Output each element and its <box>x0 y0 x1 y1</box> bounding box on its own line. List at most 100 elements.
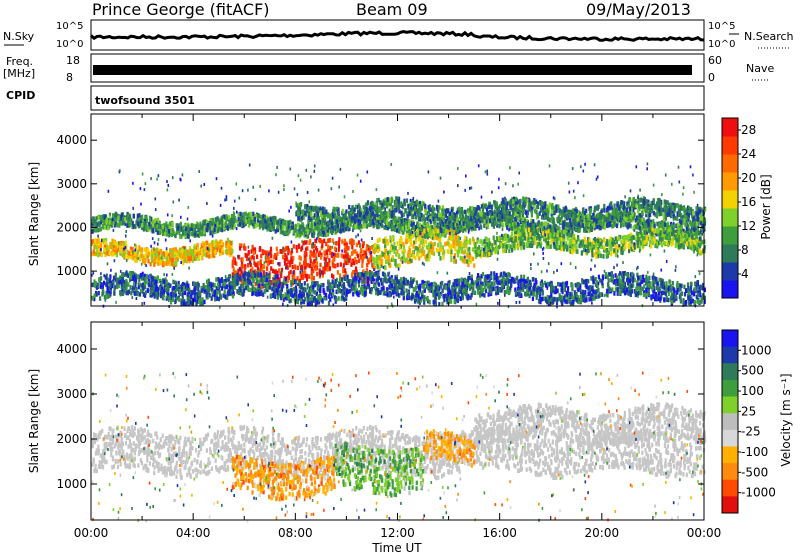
power-cell <box>697 231 700 236</box>
power-cell <box>318 237 321 243</box>
power-cell <box>99 249 102 254</box>
power-cell <box>144 257 147 262</box>
power-cell <box>257 222 260 227</box>
power-cell <box>651 231 654 236</box>
power-cell <box>664 235 667 240</box>
power-cell <box>377 220 380 225</box>
power-cell <box>179 234 182 240</box>
power-cell <box>665 232 668 237</box>
power-cell <box>690 237 693 242</box>
power-cell <box>177 226 180 231</box>
power-cell <box>143 221 146 226</box>
power-cell <box>647 209 650 214</box>
power-cell <box>364 251 367 256</box>
power-cell <box>491 222 494 227</box>
power-cell <box>338 226 341 231</box>
power-cell <box>606 253 610 258</box>
power-cell <box>171 221 174 227</box>
power-cell <box>630 239 633 244</box>
power-cell <box>431 225 434 230</box>
power-cell <box>681 238 684 244</box>
power-cell <box>621 239 625 244</box>
power-cell <box>338 243 341 249</box>
power-cell <box>562 225 565 230</box>
power-cell <box>324 257 327 262</box>
power-cell <box>462 255 465 261</box>
power-cell <box>506 234 509 239</box>
power-cell <box>642 219 646 225</box>
power-cell <box>468 218 471 223</box>
power-cell <box>376 264 379 269</box>
power-cell <box>205 220 208 225</box>
power-cell <box>250 220 253 225</box>
power-cell <box>270 266 273 271</box>
power-cell <box>182 260 185 266</box>
power-cell <box>531 237 534 242</box>
power-cell <box>104 244 107 250</box>
power-cell <box>245 253 248 258</box>
power-cell <box>523 242 526 247</box>
power-cell <box>299 232 302 238</box>
power-cell <box>650 235 653 240</box>
power-cell <box>537 220 540 225</box>
power-cell <box>516 245 520 251</box>
power-cell <box>290 248 294 254</box>
power-cell <box>257 261 260 266</box>
power-cell <box>402 245 406 250</box>
power-cell <box>656 221 660 227</box>
power-cell <box>180 234 183 239</box>
power-cell <box>393 227 397 232</box>
power-cell <box>249 217 252 222</box>
power-cell <box>201 225 204 231</box>
power-cell <box>266 227 269 232</box>
power-cell <box>591 252 594 257</box>
power-cell <box>654 243 657 248</box>
power-cell <box>460 227 464 232</box>
power-cell <box>260 253 263 259</box>
power-cell <box>165 256 168 261</box>
power-cell <box>134 224 137 230</box>
power-cell <box>331 224 334 229</box>
power-cell <box>363 254 366 260</box>
noise-tick-low-right: 10^0 <box>708 39 736 50</box>
power-cell <box>156 230 159 235</box>
power-cell <box>175 261 178 266</box>
power-cell <box>478 245 481 250</box>
power-cell <box>531 243 534 248</box>
power-cell <box>441 226 445 231</box>
power-cell <box>624 234 627 240</box>
power-cell <box>422 239 425 244</box>
power-cell <box>479 218 482 224</box>
power-cell <box>583 226 586 232</box>
power-cell <box>679 238 682 244</box>
power-cell <box>361 258 364 264</box>
power-cell <box>505 237 509 243</box>
power-cell <box>503 203 507 208</box>
power-cell <box>132 255 135 261</box>
power-cell <box>274 255 278 260</box>
power-cell <box>317 230 320 236</box>
power-cell <box>306 229 309 234</box>
power-cell <box>158 230 162 235</box>
power-cell <box>700 239 704 245</box>
power-cell <box>278 218 282 223</box>
power-cell <box>456 209 459 215</box>
power-cell <box>494 240 497 245</box>
power-cell <box>691 230 695 235</box>
power-cell <box>126 215 129 221</box>
power-cell <box>222 218 225 224</box>
power-cell <box>179 225 182 231</box>
power-cell <box>276 270 279 276</box>
power-cell <box>184 257 187 262</box>
power-cell <box>442 255 445 260</box>
power-cell <box>313 243 316 249</box>
power-cell <box>138 245 141 250</box>
power-cell <box>323 226 326 231</box>
power-cell <box>122 253 125 258</box>
power-cell <box>161 262 165 268</box>
power-cell <box>386 250 390 256</box>
power-cell <box>232 267 235 272</box>
power-cell <box>445 228 448 234</box>
power-cell <box>423 221 426 226</box>
power-cell <box>311 232 314 238</box>
